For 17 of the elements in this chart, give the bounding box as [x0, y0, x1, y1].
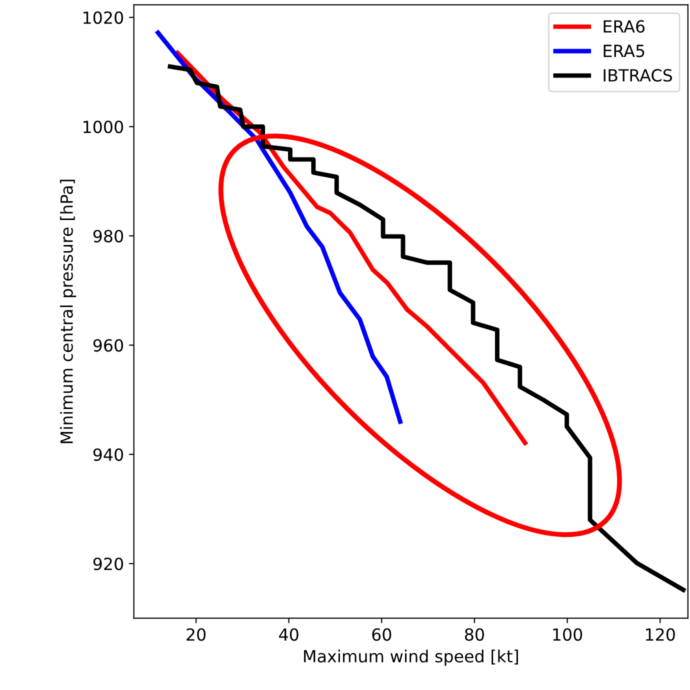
x-tick-label: 100	[553, 628, 582, 641]
y-tick-label: 1000	[84, 120, 124, 134]
y-tick-label: 960	[93, 339, 124, 352]
y-tick-label: 980	[93, 230, 124, 242]
x-tick-label: 60	[372, 628, 392, 641]
y-tick-label: 940	[93, 448, 124, 461]
x-tick-label: 20	[186, 628, 206, 641]
legend-label: ERA6	[604, 20, 645, 33]
legend-label: ERA5	[604, 44, 644, 58]
legend-label: IBTRACS	[604, 69, 672, 82]
x-tick-label: 120	[646, 628, 675, 641]
x-axis-title: Maximum wind speed [kt]	[304, 650, 518, 666]
y-tick-label: 1020	[84, 11, 124, 24]
y-tick-label: 920	[93, 558, 124, 570]
y-axis-title: Minimum central pressure [hPa]	[60, 180, 76, 444]
x-tick-label: 80	[464, 628, 484, 641]
x-tick-label: 40	[279, 628, 298, 641]
